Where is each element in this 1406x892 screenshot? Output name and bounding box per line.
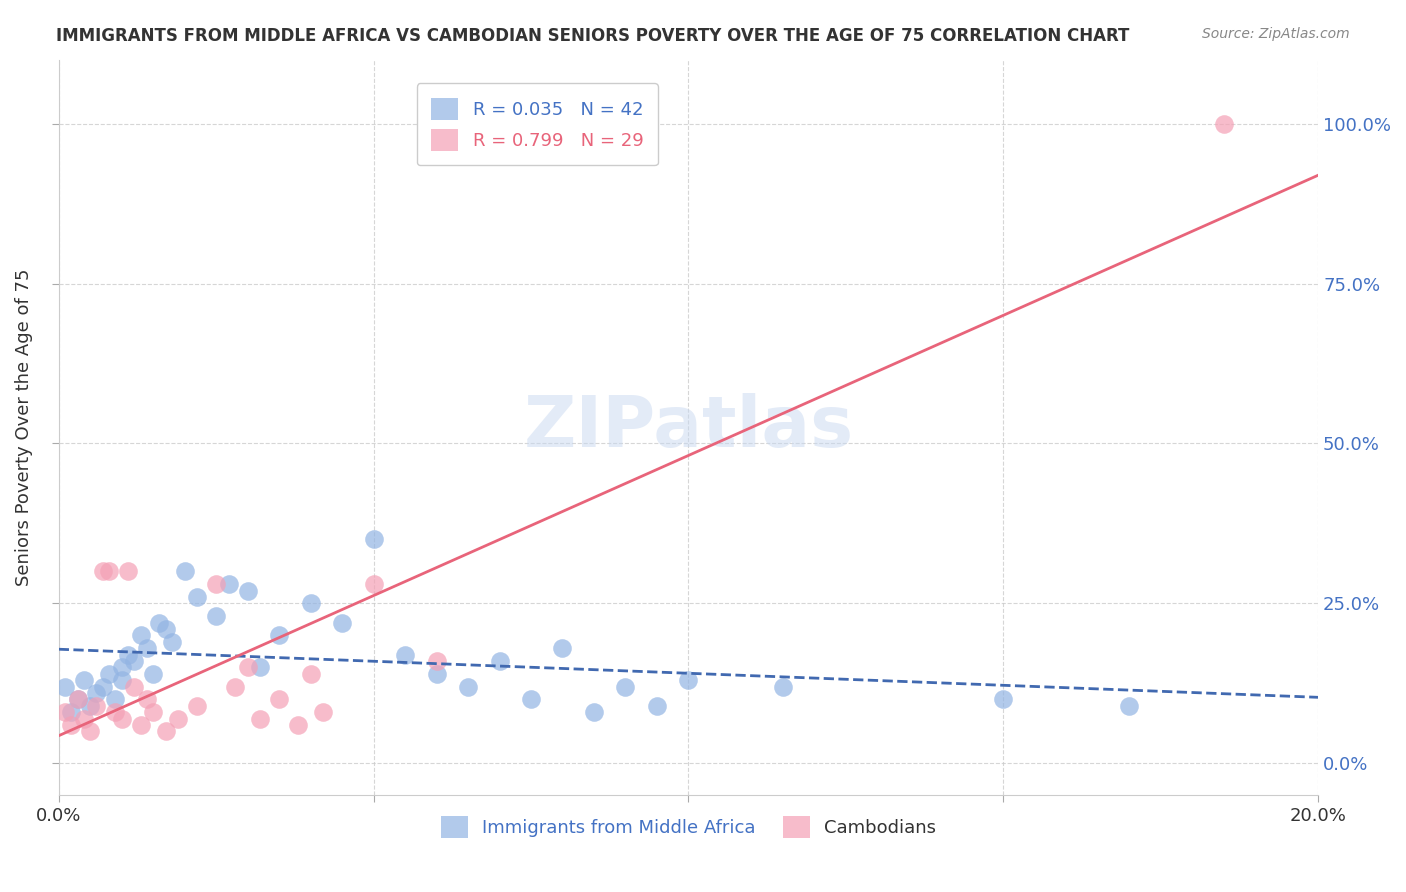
- Point: [394, 648, 416, 662]
- Point: [104, 692, 127, 706]
- Point: [772, 680, 794, 694]
- Point: [205, 609, 228, 624]
- Point: [129, 718, 152, 732]
- Point: [53, 680, 76, 694]
- Point: [73, 673, 96, 688]
- Point: [186, 698, 208, 713]
- Point: [299, 666, 322, 681]
- Point: [425, 666, 447, 681]
- Point: [73, 712, 96, 726]
- Point: [98, 565, 121, 579]
- Point: [60, 718, 83, 732]
- Point: [236, 583, 259, 598]
- Point: [135, 641, 157, 656]
- Point: [330, 615, 353, 630]
- Point: [111, 660, 134, 674]
- Point: [1118, 698, 1140, 713]
- Point: [60, 705, 83, 719]
- Point: [186, 590, 208, 604]
- Point: [205, 577, 228, 591]
- Point: [218, 577, 240, 591]
- Point: [363, 577, 385, 591]
- Point: [104, 705, 127, 719]
- Point: [117, 565, 139, 579]
- Point: [269, 692, 291, 706]
- Point: [582, 705, 605, 719]
- Point: [160, 635, 183, 649]
- Point: [287, 718, 309, 732]
- Point: [122, 680, 145, 694]
- Point: [86, 698, 108, 713]
- Point: [425, 654, 447, 668]
- Point: [614, 680, 637, 694]
- Point: [249, 712, 271, 726]
- Point: [155, 622, 177, 636]
- Point: [363, 533, 385, 547]
- Point: [91, 565, 114, 579]
- Point: [520, 692, 543, 706]
- Point: [645, 698, 668, 713]
- Point: [122, 654, 145, 668]
- Point: [173, 565, 195, 579]
- Point: [148, 615, 170, 630]
- Point: [79, 724, 101, 739]
- Point: [66, 692, 89, 706]
- Point: [167, 712, 190, 726]
- Text: Source: ZipAtlas.com: Source: ZipAtlas.com: [1202, 27, 1350, 41]
- Point: [66, 692, 89, 706]
- Point: [551, 641, 574, 656]
- Point: [224, 680, 246, 694]
- Point: [91, 680, 114, 694]
- Point: [299, 597, 322, 611]
- Point: [117, 648, 139, 662]
- Point: [488, 654, 510, 668]
- Point: [111, 712, 134, 726]
- Point: [457, 680, 479, 694]
- Point: [98, 666, 121, 681]
- Point: [155, 724, 177, 739]
- Point: [1212, 117, 1234, 131]
- Point: [678, 673, 700, 688]
- Point: [111, 673, 134, 688]
- Point: [269, 628, 291, 642]
- Text: IMMIGRANTS FROM MIDDLE AFRICA VS CAMBODIAN SENIORS POVERTY OVER THE AGE OF 75 CO: IMMIGRANTS FROM MIDDLE AFRICA VS CAMBODI…: [56, 27, 1129, 45]
- Point: [142, 666, 165, 681]
- Point: [249, 660, 271, 674]
- Legend: Immigrants from Middle Africa, Cambodians: Immigrants from Middle Africa, Cambodian…: [433, 809, 943, 846]
- Text: ZIPatlas: ZIPatlas: [523, 393, 853, 462]
- Point: [129, 628, 152, 642]
- Point: [142, 705, 165, 719]
- Point: [993, 692, 1015, 706]
- Point: [86, 686, 108, 700]
- Point: [312, 705, 335, 719]
- Y-axis label: Seniors Poverty Over the Age of 75: Seniors Poverty Over the Age of 75: [15, 268, 32, 586]
- Point: [79, 698, 101, 713]
- Point: [135, 692, 157, 706]
- Point: [236, 660, 259, 674]
- Point: [53, 705, 76, 719]
